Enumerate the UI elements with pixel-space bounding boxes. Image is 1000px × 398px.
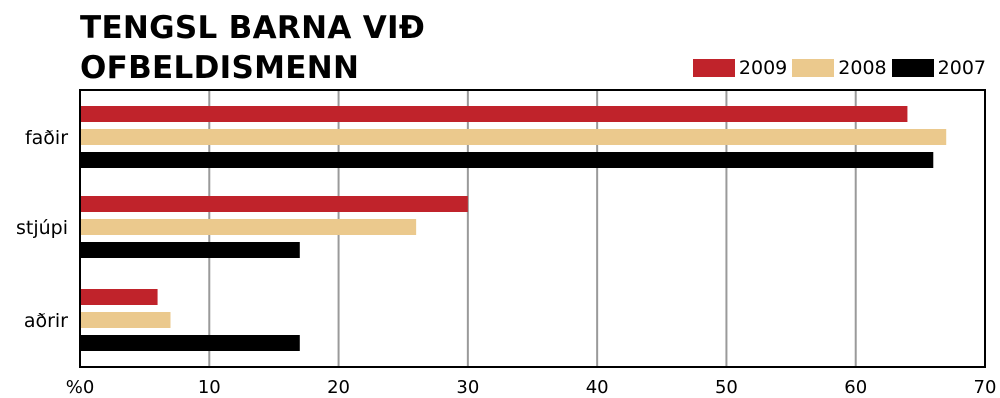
- legend-swatch-2007: [891, 59, 934, 77]
- legend-swatch-2008: [792, 59, 835, 77]
- chart-title-line-2: OFBELDISMENN: [80, 50, 360, 86]
- x-tick-label-60: 60: [844, 377, 867, 398]
- chart-title: TENGSL BARNA VIÐ OFBELDISMENN: [80, 8, 425, 88]
- legend-label-2007: 2007: [937, 57, 986, 79]
- category-label-1: stjúpi: [16, 217, 68, 239]
- x-tick-label-40: 40: [586, 377, 609, 398]
- x-tick-label-70: 70: [974, 377, 997, 398]
- bar-faðir-2009: [80, 106, 908, 122]
- bar-stjúpi-2008: [80, 219, 417, 235]
- bar-aðrir-2008: [80, 312, 171, 328]
- x-tick-label-50: 50: [715, 377, 738, 398]
- x-tick-label-0: %0: [66, 377, 95, 398]
- chart-title-line-1: TENGSL BARNA VIÐ: [80, 10, 426, 46]
- bar-aðrir-2007: [80, 335, 300, 351]
- bar-stjúpi-2007: [80, 242, 300, 258]
- bar-faðir-2007: [80, 152, 934, 168]
- category-label-2: aðrir: [24, 310, 68, 332]
- bar-faðir-2008: [80, 129, 947, 145]
- x-tick-label-10: 10: [198, 377, 221, 398]
- plot-frame: [79, 89, 986, 368]
- x-tick-label-30: 30: [456, 377, 479, 398]
- legend-item-2008: 2008: [792, 57, 887, 79]
- x-tick-label-20: 20: [327, 377, 350, 398]
- legend-item-2007: 2007: [891, 57, 986, 79]
- legend-label-2008: 2008: [838, 57, 887, 79]
- category-label-0: faðir: [25, 127, 68, 149]
- bar-stjúpi-2009: [80, 196, 468, 212]
- legend-item-2009: 2009: [692, 57, 788, 79]
- bar-aðrir-2009: [80, 289, 158, 305]
- legend-label-2009: 2009: [738, 57, 788, 79]
- legend-swatch-2009: [692, 59, 735, 77]
- legend: 2009 2008 2007: [688, 56, 986, 80]
